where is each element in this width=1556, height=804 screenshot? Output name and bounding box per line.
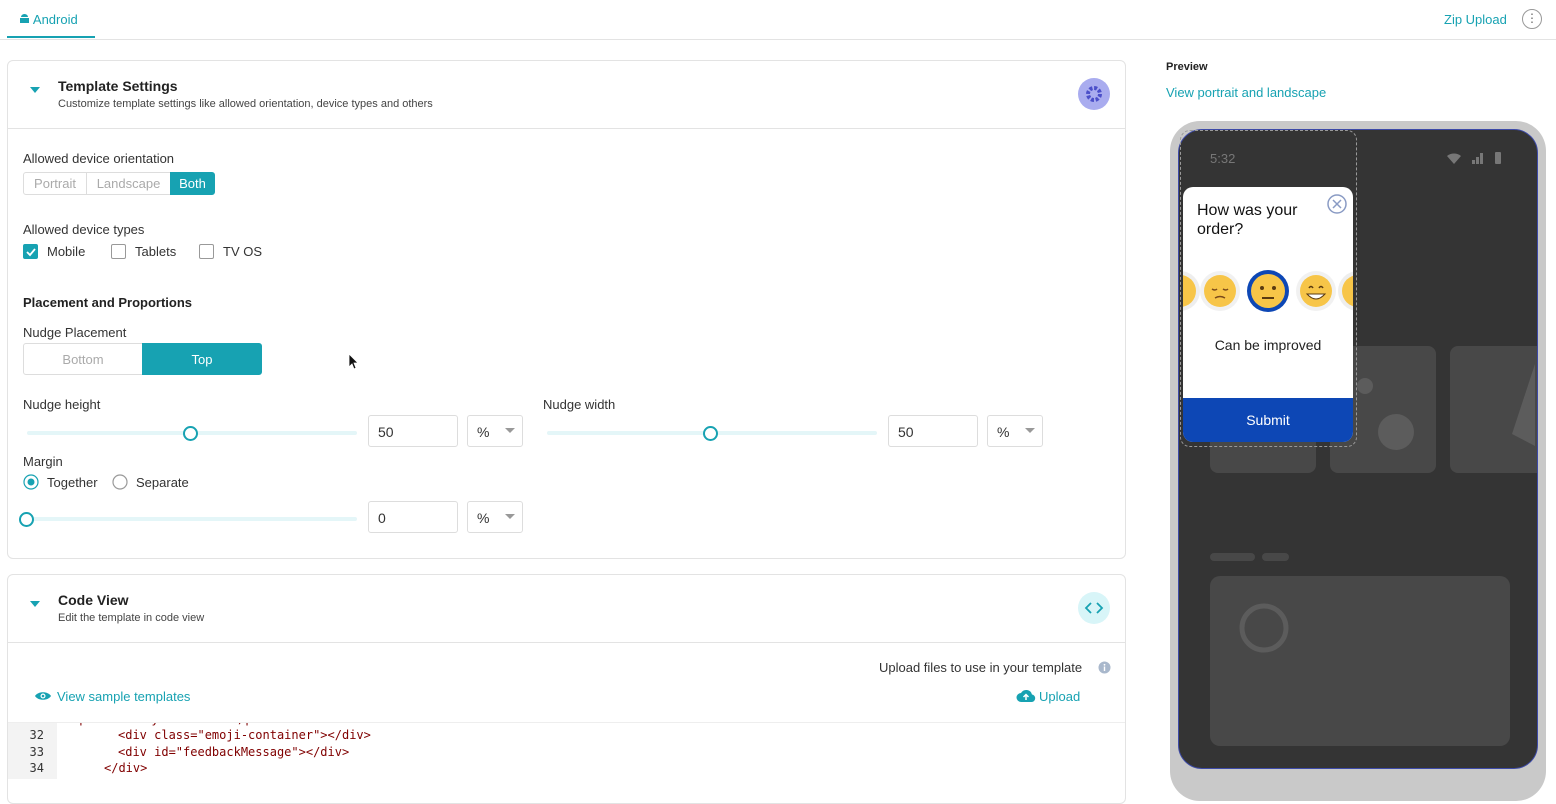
- radio[interactable]: [23, 474, 39, 490]
- placement-option[interactable]: Bottom: [23, 343, 143, 375]
- card-divider: [7, 128, 1126, 129]
- margin-label: Margin: [23, 454, 63, 469]
- tab-underline: [7, 36, 95, 38]
- zip-upload[interactable]: Zip Upload: [1444, 12, 1507, 27]
- slider-handle[interactable]: [183, 426, 198, 441]
- orientation-option[interactable]: Portrait: [23, 172, 87, 195]
- nudge-height-label: Nudge height: [23, 397, 101, 412]
- line-number: 34: [29, 760, 44, 775]
- code-editor: 31 <p>How was your order?</p> 32 <div class…: [8, 722, 1125, 779]
- collapse-caret[interactable]: [30, 86, 40, 94]
- status-icons: [1447, 152, 1501, 164]
- checkbox-label: Mobile: [47, 244, 86, 259]
- eye-icon: [35, 692, 51, 700]
- orientation-option[interactable]: Landscape: [86, 172, 171, 195]
- preview-title: Preview: [1166, 61, 1208, 73]
- placeholder-ring: [1239, 603, 1289, 653]
- slider-handle[interactable]: [703, 426, 718, 441]
- line-gutter: [8, 723, 57, 779]
- view-samples-link[interactable]: View sample templates: [57, 689, 191, 704]
- select-caret: [1025, 428, 1035, 433]
- slider-handle[interactable]: [19, 512, 34, 527]
- placement-heading: Placement and Proportions: [23, 295, 193, 310]
- line-number: 32: [29, 728, 44, 743]
- number-input[interactable]: 50: [368, 415, 458, 447]
- code-line: <div id="feedbackMessage"></div>: [118, 744, 350, 759]
- nudge-popup: How was your order? Can be improved Subm…: [1183, 187, 1353, 442]
- slider-track: [27, 517, 357, 521]
- placeholder-pill: [1262, 553, 1289, 561]
- upload-icon: [1016, 690, 1036, 702]
- section-title: Template Settings: [58, 78, 178, 94]
- orientation-label: Allowed device orientation: [23, 151, 175, 166]
- feedback-message: Can be improved: [1214, 337, 1322, 353]
- popup-question: How was your order?: [1197, 202, 1298, 238]
- radio-label: Together: [47, 475, 98, 490]
- orientation-option[interactable]: Both: [170, 172, 215, 195]
- orientation-link[interactable]: View portrait and landscape: [1166, 85, 1327, 100]
- device-types-label: Allowed device types: [23, 222, 145, 237]
- checkbox-label: TV OS: [223, 244, 263, 259]
- radio[interactable]: [112, 474, 128, 490]
- code-line: <div class="emoji-container"></div>: [118, 728, 371, 743]
- unit-select[interactable]: %: [467, 415, 523, 447]
- emoji-row[interactable]: [1183, 267, 1353, 315]
- upload-button[interactable]: Upload: [1039, 689, 1081, 704]
- section-subtitle: Customize template settings like allowed…: [58, 98, 433, 110]
- section-title: Code View: [58, 592, 129, 608]
- section-subtitle: Edit the template in code view: [58, 612, 205, 624]
- settings-icon[interactable]: [1078, 78, 1110, 110]
- select-caret: [505, 514, 515, 519]
- placement-option[interactable]: Top: [142, 343, 262, 375]
- unit-select[interactable]: %: [467, 501, 523, 533]
- checkbox[interactable]: [199, 244, 214, 259]
- upload-hint: Upload files to use in your template: [879, 660, 1083, 675]
- checkbox-label: Tablets: [135, 244, 177, 259]
- android-icon: [20, 14, 29, 23]
- code-icon[interactable]: [1078, 592, 1110, 624]
- placeholder-pill: [1210, 553, 1255, 561]
- unit-select[interactable]: %: [987, 415, 1043, 447]
- number-input[interactable]: 0: [368, 501, 458, 533]
- line-number: 33: [29, 744, 44, 759]
- close-icon[interactable]: [1326, 193, 1348, 215]
- nudge-outline: [1180, 130, 1357, 447]
- checkbox[interactable]: [23, 244, 38, 259]
- check-mark: [26, 248, 36, 257]
- select-caret: [505, 428, 515, 433]
- page: {"tabs":{"android":"Android","zip_upload…: [0, 9, 1556, 804]
- nudge-placement-label: Nudge Placement: [23, 325, 127, 340]
- submit-button[interactable]: Submit: [1183, 398, 1353, 442]
- top-divider: [0, 39, 1556, 40]
- status-time: 5:32: [1210, 151, 1236, 166]
- tab-label: Android: [32, 12, 78, 27]
- checkbox[interactable]: [111, 244, 126, 259]
- code-line: </div>: [104, 760, 148, 775]
- placeholder-shapes: [1357, 364, 1535, 450]
- mouse-cursor: [348, 353, 359, 370]
- android-tab[interactable]: Android: [19, 12, 78, 27]
- collapse-caret[interactable]: [30, 600, 40, 608]
- line-number: 31: [8, 723, 44, 726]
- number-input[interactable]: 50: [888, 415, 978, 447]
- radio-label: Separate: [136, 475, 189, 490]
- code-line: <p>How was your order?</p>: [72, 723, 260, 726]
- card-divider: [7, 642, 1126, 643]
- info-icon[interactable]: [1098, 661, 1111, 674]
- more-menu[interactable]: ⋮: [1522, 9, 1542, 29]
- template-settings-card: [7, 60, 1126, 559]
- nudge-width-label: Nudge width: [543, 397, 616, 412]
